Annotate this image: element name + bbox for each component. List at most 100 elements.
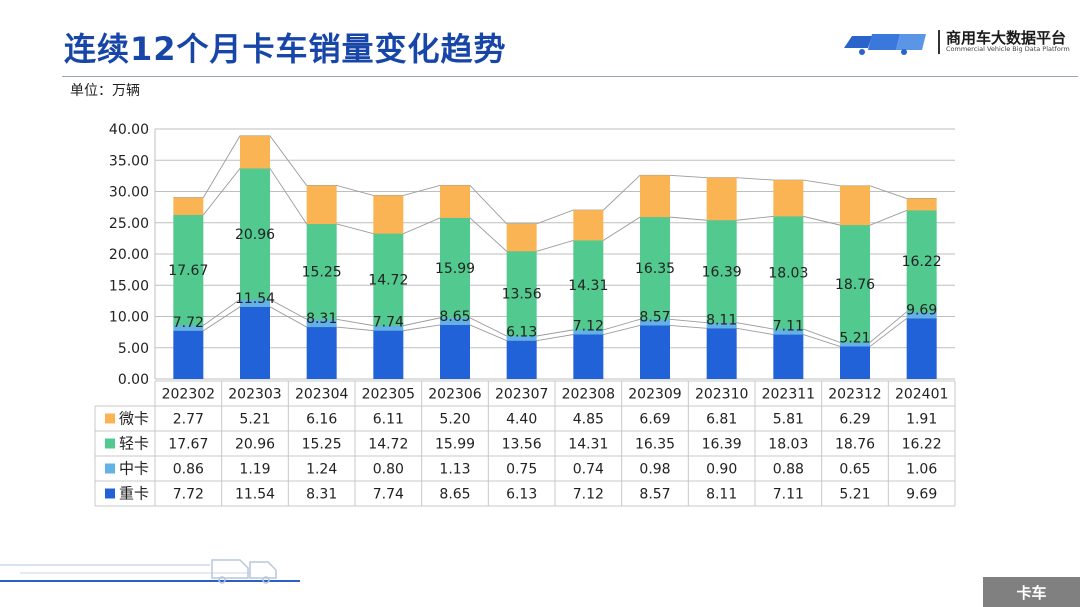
y-tick-label: 5.00 bbox=[118, 341, 149, 357]
y-tick-label: 15.00 bbox=[109, 278, 149, 294]
table-cell: 15.99 bbox=[435, 437, 475, 453]
footer-category-tag: 卡车 bbox=[983, 577, 1080, 607]
bar-light-202304 bbox=[306, 224, 337, 320]
legend-swatch-micro bbox=[105, 413, 115, 424]
bar-medium-202309 bbox=[640, 319, 670, 326]
table-cell: 6.16 bbox=[306, 412, 337, 428]
data-label-light: 16.35 bbox=[635, 261, 675, 277]
x-tick-label: 202307 bbox=[495, 387, 548, 403]
platform-logo bbox=[844, 30, 940, 55]
data-label-heavy: 7.74 bbox=[373, 315, 404, 331]
data-label-light: 20.96 bbox=[235, 227, 275, 243]
bar-heavy-202309 bbox=[640, 325, 670, 379]
data-label-light: 14.31 bbox=[568, 278, 608, 294]
table-cell: 4.85 bbox=[573, 412, 604, 428]
table-cell: 0.88 bbox=[773, 462, 804, 478]
data-label-heavy: 8.11 bbox=[706, 312, 737, 328]
bar-micro-202302 bbox=[173, 197, 204, 215]
grid-layer bbox=[154, 128, 955, 380]
trend-line-micro bbox=[173, 135, 937, 225]
x-tick-label: 202312 bbox=[828, 387, 881, 403]
y-tick-label: 20.00 bbox=[109, 247, 149, 263]
x-tick-label: 202311 bbox=[762, 387, 815, 403]
trend-lines bbox=[173, 135, 937, 347]
bar-micro-202310 bbox=[706, 177, 737, 221]
legend-label-medium: 中卡 bbox=[119, 460, 149, 478]
trend-line-heavy bbox=[173, 306, 937, 347]
bar-micro-202311 bbox=[773, 180, 804, 217]
data-label-light: 15.99 bbox=[435, 261, 475, 277]
bar-micro-202401 bbox=[906, 198, 937, 211]
table-cell: 8.65 bbox=[439, 487, 470, 503]
stacked-bar-chart: 0.00 5.00 10.00 15.00 20.00 25.00 30.00 35.00 40… bbox=[94, 122, 956, 507]
data-label-heavy: 8.31 bbox=[306, 311, 337, 327]
bar-light-202303 bbox=[240, 168, 270, 300]
bar-light-202309 bbox=[640, 217, 670, 320]
table-cell: 6.13 bbox=[506, 487, 537, 503]
data-label-light: 17.67 bbox=[168, 263, 208, 279]
bar-heavy-202303 bbox=[240, 306, 270, 379]
table-cell: 15.25 bbox=[302, 437, 342, 453]
table-cell: 6.69 bbox=[639, 412, 670, 428]
table-cell: 16.35 bbox=[635, 437, 675, 453]
table-cell: 0.75 bbox=[506, 462, 537, 478]
bar-micro-202308 bbox=[573, 210, 604, 241]
bar-heavy-202308 bbox=[573, 334, 604, 379]
bar-micro-202303 bbox=[240, 135, 270, 169]
bar-micro-202305 bbox=[373, 195, 404, 234]
table-cell: 2.77 bbox=[173, 412, 204, 428]
table-cell: 1.13 bbox=[439, 462, 470, 478]
table-cell: 0.98 bbox=[639, 462, 670, 478]
data-label-heavy: 11.54 bbox=[235, 291, 275, 307]
table-cell: 5.21 bbox=[239, 412, 270, 428]
bar-micro-202307 bbox=[506, 223, 537, 252]
data-label-light: 15.25 bbox=[302, 265, 342, 281]
bar-medium-202303 bbox=[240, 299, 270, 307]
data-label-heavy: 8.65 bbox=[439, 309, 470, 325]
data-label-light: 16.22 bbox=[902, 254, 942, 270]
bar-medium-202306 bbox=[440, 317, 470, 325]
logo-truck-icon bbox=[844, 36, 872, 48]
table-cell: 4.40 bbox=[506, 412, 537, 428]
table-cell: 18.76 bbox=[835, 437, 875, 453]
table-cell: 7.11 bbox=[773, 487, 804, 503]
data-label-heavy: 7.11 bbox=[773, 319, 804, 335]
bar-heavy-202310 bbox=[706, 328, 737, 379]
table-cell: 5.21 bbox=[839, 487, 870, 503]
bar-light-202302 bbox=[173, 214, 204, 326]
data-label-heavy: 5.21 bbox=[839, 330, 870, 346]
table-cell: 6.11 bbox=[373, 412, 404, 428]
y-tick-label: 40.00 bbox=[109, 122, 149, 138]
data-label-light: 13.56 bbox=[502, 287, 542, 303]
bar-medium-202308 bbox=[573, 329, 604, 335]
table-cell: 18.03 bbox=[768, 437, 808, 453]
x-tick-label: 202302 bbox=[162, 387, 215, 403]
table-cell: 5.81 bbox=[773, 412, 804, 428]
x-tick-label: 202305 bbox=[362, 387, 415, 403]
bar-medium-202307 bbox=[506, 336, 537, 341]
data-label-heavy: 7.12 bbox=[573, 319, 604, 335]
bar-heavy-202305 bbox=[373, 330, 404, 379]
data-label-heavy: 6.13 bbox=[506, 325, 537, 341]
table-cell: 0.65 bbox=[839, 462, 870, 478]
bar-heavy-202306 bbox=[440, 324, 470, 379]
table-cell: 0.86 bbox=[173, 462, 204, 478]
bar-light-202310 bbox=[706, 220, 737, 323]
table-cell: 5.20 bbox=[439, 412, 470, 428]
bars bbox=[173, 135, 937, 379]
table-cell: 13.56 bbox=[502, 437, 542, 453]
legend-swatch-heavy bbox=[105, 488, 115, 499]
x-tick-label: 202308 bbox=[562, 387, 615, 403]
table-cell: 8.11 bbox=[706, 487, 737, 503]
table-cell: 0.80 bbox=[373, 462, 404, 478]
bar-micro-202312 bbox=[840, 185, 870, 226]
x-tick-label: 202303 bbox=[228, 387, 281, 403]
bar-medium-202310 bbox=[706, 322, 737, 329]
data-label-heavy: 9.69 bbox=[906, 302, 937, 318]
bar-medium-202312 bbox=[840, 342, 870, 347]
bar-heavy-202307 bbox=[506, 340, 537, 379]
y-tick-label: 30.00 bbox=[109, 185, 149, 201]
bar-micro-202306 bbox=[440, 185, 470, 218]
table-cell: 11.54 bbox=[235, 487, 275, 503]
table-cell: 6.81 bbox=[706, 412, 737, 428]
